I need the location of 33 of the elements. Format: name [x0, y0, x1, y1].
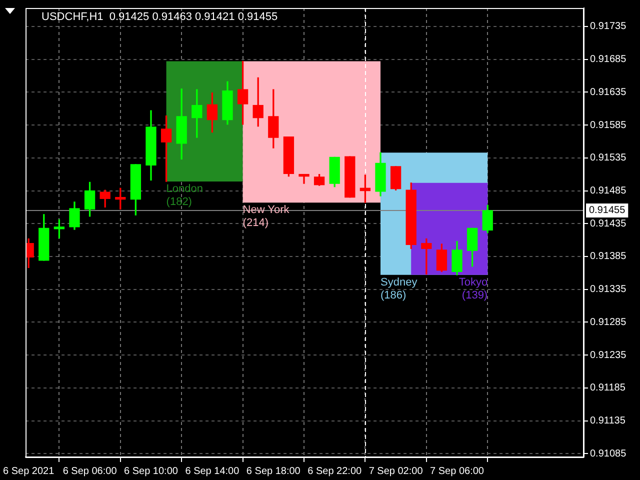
x-tick-label: 6 Sep 14:00	[185, 466, 240, 477]
chart-title: USDCHF,H1 0.91425 0.91463 0.91421 0.91455	[42, 11, 278, 24]
y-tick-label: 0.91335	[590, 284, 627, 296]
y-tick-label: 0.91685	[590, 54, 627, 66]
y-tick-label: 0.91635	[590, 86, 627, 98]
annotation: (186)	[380, 289, 406, 302]
annotation: (182)	[166, 196, 192, 208]
y-tick-label: 0.91535	[590, 152, 627, 164]
x-tick-label: 6 Sep 18:00	[246, 466, 301, 477]
y-tick-label: 0.91185	[590, 382, 626, 394]
y-tick-label: 0.91435	[590, 218, 627, 230]
x-tick-label: 6 Sep 22:00	[308, 466, 362, 477]
candlestick	[298, 174, 310, 184]
annotation: (214)	[242, 217, 268, 230]
y-tick-label: 0.91285	[590, 316, 627, 328]
y-tick-label: 0.91585	[590, 120, 627, 131]
band-label: Sydney	[380, 276, 418, 288]
y-tick-label: 0.91385	[590, 251, 627, 262]
band-label: Tokyo	[458, 276, 488, 288]
x-tick-label: 7 Sep 06:00	[430, 466, 484, 477]
x-tick-label: 6 Sep 06:00	[62, 466, 118, 477]
y-tick-label: 0.91135	[590, 416, 626, 427]
y-tick-label: 0.91485	[590, 186, 627, 197]
y-tick-label: 0.91085	[590, 448, 627, 460]
band-label: London	[166, 183, 204, 196]
y-tick-label: 0.91735	[590, 21, 627, 32]
x-tick-label: 7 Sep 02:00	[368, 466, 424, 477]
ref-line-label: 0.91455	[589, 205, 626, 216]
x-tick-label: 6 Sep 10:00	[124, 466, 178, 477]
band-label: New York	[242, 204, 290, 216]
x-tick-label: 6 Sep 2021	[3, 466, 55, 477]
annotation: (139)	[462, 289, 488, 302]
y-tick-label: 0.91235	[590, 350, 627, 361]
